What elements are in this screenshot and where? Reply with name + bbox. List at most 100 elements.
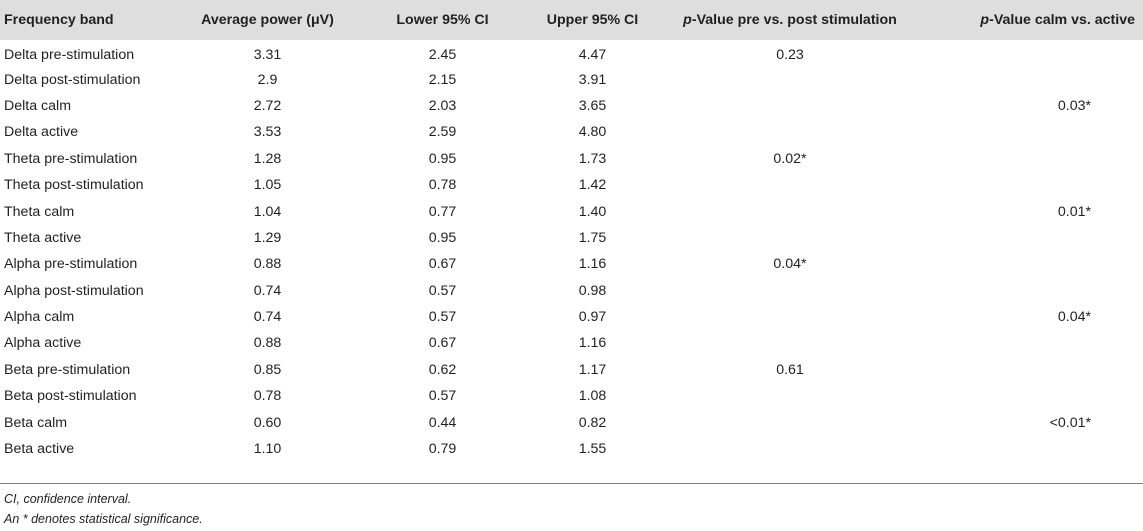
table-row: Delta pre-stimulation 3.31 2.45 4.47 0.23 [0,40,1143,66]
cell-average-power: 0.74 [253,282,282,299]
header-p-italic: p [683,12,692,28]
cell-lower-ci: 2.15 [428,71,457,88]
cell-p-value-pre-post [655,198,925,224]
footnote-ci: CI, confidence interval. [4,492,132,506]
cell-upper-ci: 1.08 [578,388,607,405]
cell-p-value-calm-active [925,146,1143,172]
cell-average-power: 0.88 [253,256,282,273]
cell-p-value-pre-post [655,66,925,92]
cell-lower-ci: 0.57 [428,309,457,326]
cell-frequency-band: Alpha post-stimulation [4,282,144,299]
cell-p-value-calm-active [925,383,1143,409]
footnote-significance: An * denotes statistical significance. [4,512,203,526]
cell-frequency-band: Beta calm [4,414,68,431]
cell-p-value-pre-post [655,383,925,409]
cell-p-value-pre-post [655,409,925,435]
header-frequency-band: Frequency band [4,12,114,28]
cell-frequency-band: Alpha calm [4,309,75,326]
cell-average-power: 2.9 [257,71,278,88]
table-row: Beta calm 0.60 0.44 0.82 <0.01* [0,409,1143,435]
cell-frequency-band: Theta calm [4,203,75,220]
header-average-power: Average power (μV) [201,12,334,28]
table-body: Delta pre-stimulation 3.31 2.45 4.47 0.23 Del… [0,40,1143,462]
header-p-value-pre-post: p-Value pre vs. post stimulation [655,0,925,40]
cell-p-value-pre-post [655,330,925,356]
header-p-italic: p [980,12,990,28]
table-header-row: Frequency band Average power (μV) Lower … [0,0,1143,40]
cell-lower-ci: 0.44 [428,414,457,431]
cell-lower-ci: 0.95 [428,229,457,246]
cell-upper-ci: 0.98 [578,282,607,299]
cell-lower-ci: 0.95 [428,150,457,167]
cell-p-value-calm-active: <0.01* [1049,414,1091,431]
table-row: Alpha calm 0.74 0.57 0.97 0.04* [0,304,1143,330]
cell-frequency-band: Beta active [4,441,75,458]
cell-p-value-pre-post [655,436,925,462]
cell-frequency-band: Alpha active [4,335,82,352]
cell-upper-ci: 3.91 [578,71,607,88]
cell-lower-ci: 0.67 [428,256,457,273]
header-lower-ci: Lower 95% CI [396,12,489,28]
cell-lower-ci: 2.59 [428,124,457,141]
cell-lower-ci: 0.57 [428,282,457,299]
cell-upper-ci: 3.65 [578,97,607,114]
cell-average-power: 0.78 [253,388,282,405]
cell-lower-ci: 2.03 [428,97,457,114]
cell-frequency-band: Delta calm [4,97,72,114]
cell-frequency-band: Theta post-stimulation [4,177,144,194]
cell-p-value-calm-active: 0.04* [1057,309,1091,326]
cell-lower-ci: 0.77 [428,203,457,220]
cell-p-value-calm-active [925,251,1143,277]
table-row: Theta post-stimulation 1.05 0.78 1.42 [0,172,1143,198]
cell-p-value-pre-post [655,304,925,330]
cell-upper-ci: 1.40 [578,203,607,220]
header-p-calm-label: -Value calm vs. active [989,12,1135,28]
cell-upper-ci: 1.16 [578,256,607,273]
cell-upper-ci: 1.16 [578,335,607,352]
cell-average-power: 1.28 [253,150,282,167]
cell-frequency-band: Delta pre-stimulation [4,47,135,64]
cell-p-value-calm-active [925,66,1143,92]
cell-average-power: 1.05 [253,177,282,194]
cell-p-value-calm-active [925,278,1143,304]
cell-average-power: 0.60 [253,414,282,431]
cell-p-value-calm-active [925,40,1143,66]
cell-upper-ci: 1.17 [578,361,607,378]
cell-p-value-calm-active [925,119,1143,145]
cell-frequency-band: Theta active [4,229,82,246]
cell-lower-ci: 0.78 [428,177,457,194]
cell-p-value-calm-active [925,172,1143,198]
cell-frequency-band: Delta active [4,124,79,141]
cell-lower-ci: 0.79 [428,441,457,458]
cell-frequency-band: Beta post-stimulation [4,388,137,405]
cell-average-power: 1.10 [253,441,282,458]
cell-lower-ci: 0.67 [428,335,457,352]
cell-average-power: 0.74 [253,309,282,326]
cell-p-value-calm-active: 0.03* [1057,97,1091,114]
cell-p-value-calm-active: 0.01* [1057,203,1091,220]
cell-frequency-band: Beta pre-stimulation [4,361,131,378]
table-row: Theta pre-stimulation 1.28 0.95 1.73 0.02* [0,146,1143,172]
cell-p-value-pre-post: 0.02* [773,150,807,167]
header-p-prepost-label: -Value pre vs. post stimulation [691,12,897,28]
cell-average-power: 3.53 [253,124,282,141]
table-row: Delta calm 2.72 2.03 3.65 0.03* [0,93,1143,119]
cell-p-value-pre-post: 0.04* [773,256,807,273]
frequency-power-table: Frequency band Average power (μV) Lower … [0,0,1143,462]
cell-p-value-calm-active [925,225,1143,251]
table-row: Delta post-stimulation 2.9 2.15 3.91 [0,66,1143,92]
cell-p-value-calm-active [925,436,1143,462]
table-row: Theta active 1.29 0.95 1.75 [0,225,1143,251]
cell-lower-ci: 0.62 [428,361,457,378]
cell-upper-ci: 4.47 [578,47,607,64]
cell-lower-ci: 2.45 [428,47,457,64]
cell-frequency-band: Alpha pre-stimulation [4,256,138,273]
cell-upper-ci: 0.82 [578,414,607,431]
cell-p-value-calm-active [925,330,1143,356]
cell-upper-ci: 1.75 [578,229,607,246]
table-bottom-rule [0,483,1143,484]
table-row: Beta pre-stimulation 0.85 0.62 1.17 0.61 [0,357,1143,383]
cell-average-power: 1.29 [253,229,282,246]
cell-average-power: 3.31 [253,47,282,64]
cell-p-value-pre-post [655,119,925,145]
